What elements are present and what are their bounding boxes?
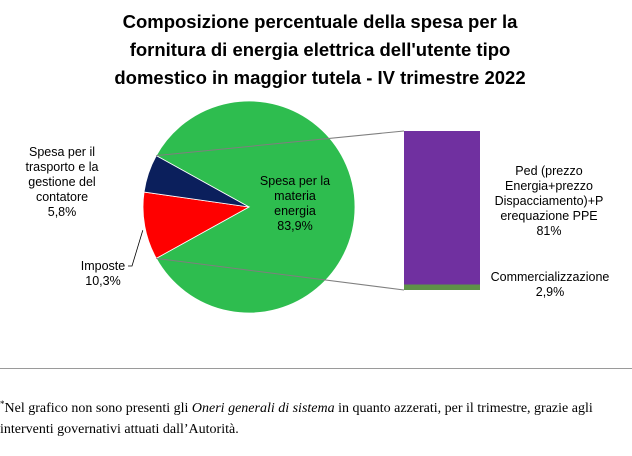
connector-line-bottom	[156, 257, 405, 291]
slice-label-trasporto: Spesa per il trasporto e la gestione del co…	[26, 145, 99, 219]
footnote-marker: *	[0, 399, 5, 409]
chart-title: Composizione percentuale della spesa per…	[114, 11, 526, 88]
breakdown-bar	[404, 131, 480, 290]
bar-segment-1	[404, 284, 480, 290]
segment-label-ped: Ped (prezzo Energia+prezzo Dispacciamento)…	[495, 164, 604, 238]
slice-label-imposte: Imposte 10,3%	[81, 259, 126, 288]
pie	[142, 100, 356, 314]
pie-of-bar-chart: Spesa per la materia energia 83,9% Imposte 10…	[26, 100, 610, 314]
pie-slice-0	[155, 100, 356, 314]
divider-line	[0, 368, 632, 369]
labels: Spesa per la materia energia 83,9% Imposte 10…	[26, 145, 610, 299]
footnote-text-start: Nel grafico non sono presenti gli	[4, 401, 192, 416]
connector-lines	[156, 130, 405, 291]
bar-segment-0	[404, 131, 480, 285]
footnote-text-end: in quanto azzerati, per il trimestre, gr…	[0, 401, 593, 437]
slice-label-materia-energia: Spesa per la materia energia 83,9%	[260, 174, 330, 233]
segment-label-commercializzazione: Commercializzazione 2,9%	[491, 270, 610, 299]
pie-slice-2	[143, 155, 250, 208]
connector-line-top	[156, 130, 405, 157]
leader-line-imposte	[128, 230, 144, 267]
footnote-italic: Oneri generali di sistema	[191, 401, 335, 416]
footnote: *Nel grafico non sono presenti gli Oneri…	[0, 394, 628, 440]
